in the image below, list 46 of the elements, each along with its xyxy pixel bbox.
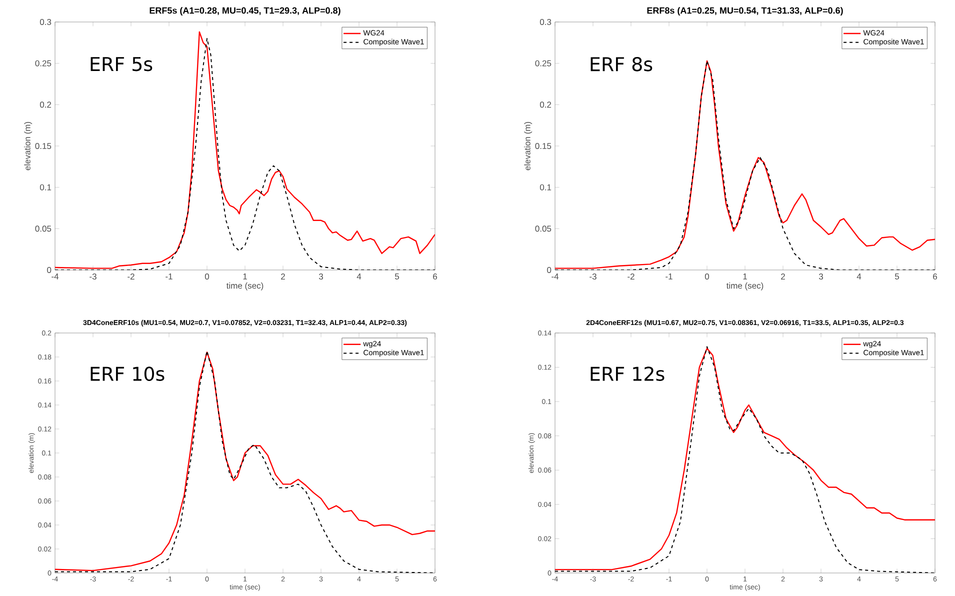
y-tick-label: 0 [47,266,52,273]
y-tick-label: 0.25 [535,60,552,66]
y-tick-label: 0.05 [35,226,52,232]
x-tick-label: 5 [894,274,900,280]
x-tick-label: -1 [166,274,172,280]
annotation: ERF 10s [90,366,164,381]
x-tick-label: 6 [433,274,438,280]
annotation: ERF 5s [90,57,152,72]
y-tick-label: 0.05 [535,226,552,232]
x-tick-label: -4 [552,274,559,280]
x-tick-label: 2 [781,274,785,280]
annotation: ERF 12s [590,366,664,381]
x-tick-label: 0 [704,274,710,280]
x-tick-label: 3 [818,274,824,280]
y-tick-label: 0.2 [540,102,552,108]
x-tick-label: 1 [743,274,747,280]
x-tick-label: 2 [281,274,285,280]
chart-title: ERF5s (A1=0.28, MU=0.45, T1=29.3, ALP=0.8) [150,7,340,16]
x-tick-label: 4 [356,274,362,280]
y-tick-label: 0.3 [540,18,552,25]
x-tick-label: -1 [666,274,672,280]
y-tick-label: 0.3 [40,18,52,25]
y-tick-label: 0.25 [35,60,52,66]
y-tick-label: 0.2 [40,102,52,108]
y-tick-label: 0.15 [35,142,52,149]
x-tick-label: 4 [856,274,862,280]
x-axis-title: time (sec) [226,282,264,290]
x-tick-label: -3 [90,274,96,280]
chart-title: ERF8s (A1=0.25, MU=0.54, T1=31.33, ALP=0.6) [647,7,843,16]
x-tick-label: 5 [394,274,400,280]
x-tick-label: -2 [128,274,134,280]
x-axis-title: time (sec) [726,282,764,290]
x-tick-label: 0 [204,274,210,280]
y-tick-label: 0.15 [535,142,552,149]
y-tick-label: 0.1 [540,184,552,190]
x-tick-label: -2 [628,274,634,280]
x-tick-label: -3 [590,274,596,280]
x-tick-label: 1 [243,274,247,280]
y-axis-title: elevation (m) [524,122,532,170]
x-tick-label: 6 [933,274,938,280]
annotation: ERF 8s [590,56,652,72]
y-tick-label: 0 [547,266,552,273]
x-tick-label: 3 [318,274,324,280]
y-tick-label: 0.1 [40,184,52,190]
x-tick-label: -4 [52,274,59,280]
y-axis-title: elevation (m) [24,122,32,170]
